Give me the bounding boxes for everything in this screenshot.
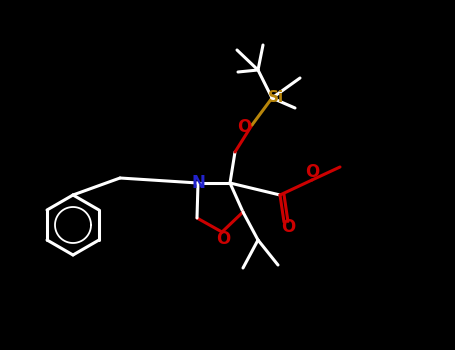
Text: O: O [237, 118, 251, 136]
Text: O: O [216, 230, 230, 248]
Text: O: O [281, 218, 295, 236]
Text: Si: Si [268, 91, 284, 105]
Text: N: N [191, 174, 205, 192]
Text: O: O [305, 163, 319, 181]
